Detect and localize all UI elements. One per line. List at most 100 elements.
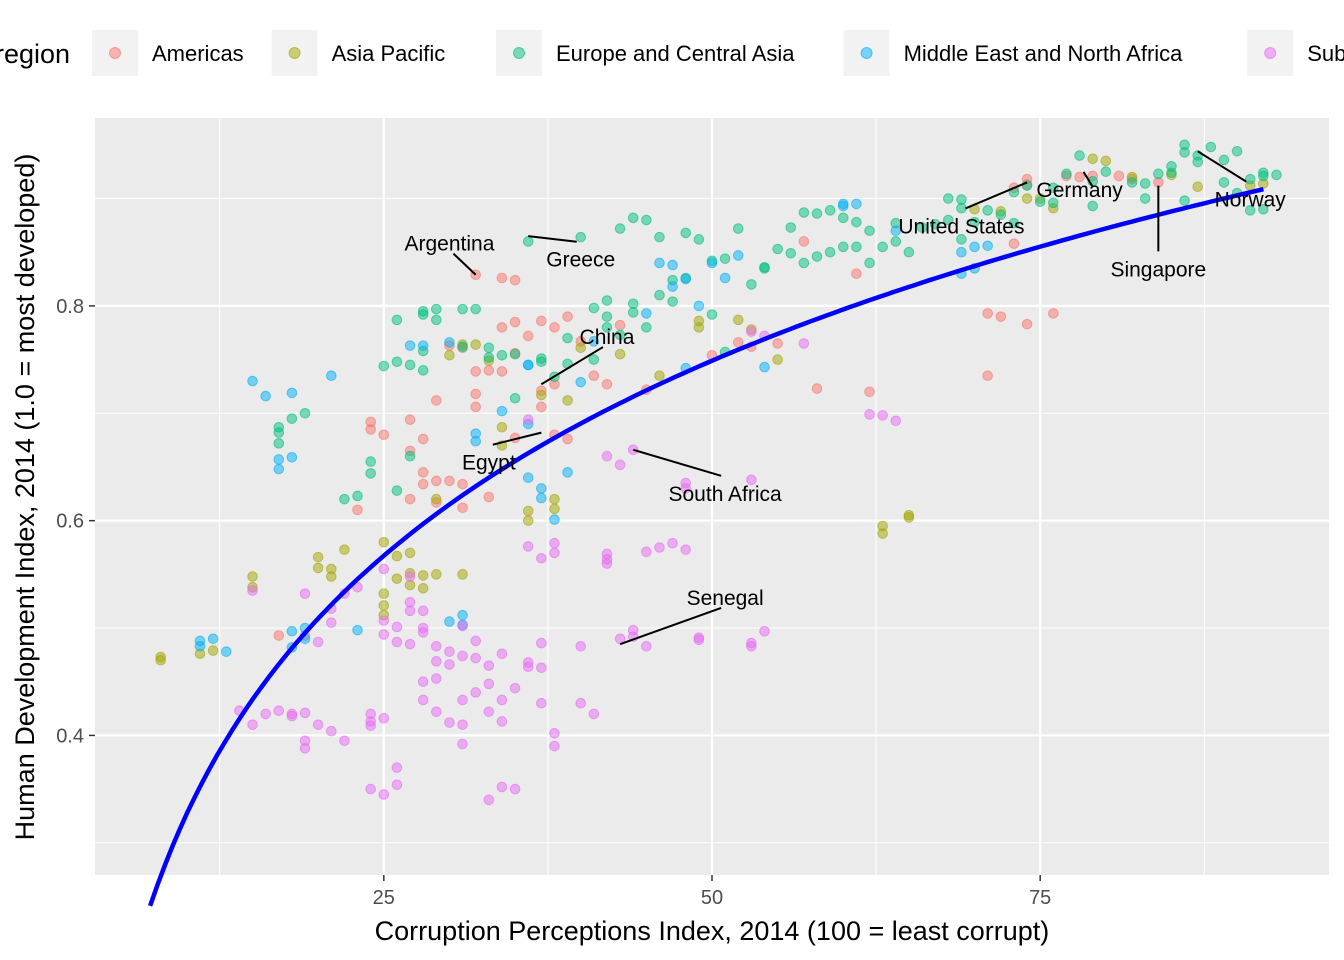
data-point bbox=[457, 303, 468, 315]
annotation-label: Argentina bbox=[404, 233, 494, 256]
data-point bbox=[404, 638, 416, 650]
data-point bbox=[772, 338, 783, 349]
data-point bbox=[1087, 153, 1099, 165]
data-point bbox=[417, 583, 429, 594]
data-point bbox=[457, 569, 468, 580]
data-point bbox=[536, 697, 547, 709]
data-point bbox=[1244, 173, 1256, 185]
data-point bbox=[1061, 168, 1072, 180]
data-point bbox=[601, 554, 613, 565]
data-point bbox=[207, 633, 219, 645]
data-point bbox=[732, 314, 744, 326]
y-tick-label: 0.4 bbox=[56, 725, 84, 747]
annotation-label: Greece bbox=[546, 249, 615, 272]
data-point bbox=[1021, 318, 1033, 330]
data-point bbox=[654, 370, 665, 382]
data-point bbox=[746, 640, 757, 652]
data-point bbox=[457, 502, 468, 514]
data-point bbox=[562, 395, 573, 406]
data-point bbox=[995, 209, 1007, 220]
data-point bbox=[536, 353, 547, 364]
legend-label: Americas bbox=[152, 41, 244, 66]
data-point bbox=[1166, 161, 1177, 172]
data-point bbox=[1021, 180, 1033, 191]
data-point bbox=[614, 459, 626, 471]
data-point bbox=[496, 648, 508, 660]
data-point bbox=[1048, 197, 1059, 209]
legend-label: Asia Pacific bbox=[332, 41, 446, 66]
annotation-label: Egypt bbox=[462, 452, 516, 475]
data-point bbox=[496, 272, 508, 284]
data-point bbox=[417, 605, 429, 617]
data-point bbox=[680, 544, 692, 555]
data-point bbox=[431, 706, 442, 718]
data-point bbox=[798, 236, 810, 247]
data-point bbox=[378, 629, 390, 640]
data-point bbox=[509, 682, 521, 694]
data-point bbox=[1231, 145, 1243, 157]
y-tick-label: 0.8 bbox=[56, 296, 84, 318]
data-point bbox=[483, 660, 495, 671]
data-point bbox=[601, 378, 613, 390]
data-point bbox=[785, 247, 797, 259]
data-point bbox=[391, 356, 403, 368]
data-point bbox=[365, 456, 376, 467]
data-point bbox=[601, 311, 613, 322]
data-point bbox=[509, 392, 521, 404]
data-point bbox=[1139, 178, 1151, 189]
data-point bbox=[601, 450, 613, 462]
data-point bbox=[457, 650, 468, 662]
data-point bbox=[522, 236, 534, 247]
data-point bbox=[667, 281, 678, 292]
data-point bbox=[325, 370, 337, 382]
data-point bbox=[916, 222, 928, 233]
data-point bbox=[588, 354, 600, 365]
data-point bbox=[549, 537, 560, 549]
data-point bbox=[286, 413, 298, 424]
data-point bbox=[378, 588, 390, 599]
data-point bbox=[588, 370, 600, 382]
data-point bbox=[851, 268, 862, 279]
legend-symbol bbox=[109, 47, 121, 59]
data-point bbox=[641, 640, 652, 652]
data-point bbox=[273, 454, 285, 465]
data-point bbox=[444, 659, 455, 670]
data-point bbox=[890, 225, 902, 237]
data-point bbox=[1008, 217, 1020, 229]
data-point bbox=[851, 241, 862, 253]
data-point bbox=[732, 223, 744, 234]
data-point bbox=[536, 401, 547, 413]
data-point bbox=[824, 246, 836, 258]
data-point bbox=[496, 781, 508, 793]
data-point bbox=[864, 257, 875, 269]
data-point bbox=[575, 342, 587, 354]
data-point bbox=[444, 646, 455, 657]
data-point bbox=[378, 429, 390, 441]
data-point bbox=[404, 493, 416, 505]
data-point bbox=[522, 330, 534, 342]
data-point bbox=[431, 673, 442, 684]
data-point bbox=[417, 340, 429, 351]
data-point bbox=[1271, 169, 1282, 181]
data-point bbox=[273, 463, 285, 475]
data-point bbox=[522, 515, 534, 526]
legend-title: region bbox=[0, 39, 70, 69]
data-point bbox=[470, 339, 482, 350]
data-point bbox=[864, 386, 875, 398]
data-point bbox=[431, 314, 442, 326]
data-point bbox=[417, 467, 429, 478]
data-point bbox=[575, 376, 587, 388]
annotation-leader bbox=[619, 607, 722, 646]
data-point bbox=[457, 620, 468, 632]
data-point bbox=[431, 640, 442, 652]
data-point bbox=[562, 332, 573, 344]
data-point bbox=[431, 656, 442, 667]
data-point bbox=[457, 738, 468, 750]
data-point bbox=[444, 616, 455, 627]
data-point bbox=[759, 625, 770, 637]
data-point bbox=[614, 329, 626, 341]
data-point bbox=[404, 605, 416, 617]
data-point bbox=[1218, 177, 1230, 188]
data-point bbox=[864, 225, 875, 237]
data-point bbox=[496, 716, 508, 727]
